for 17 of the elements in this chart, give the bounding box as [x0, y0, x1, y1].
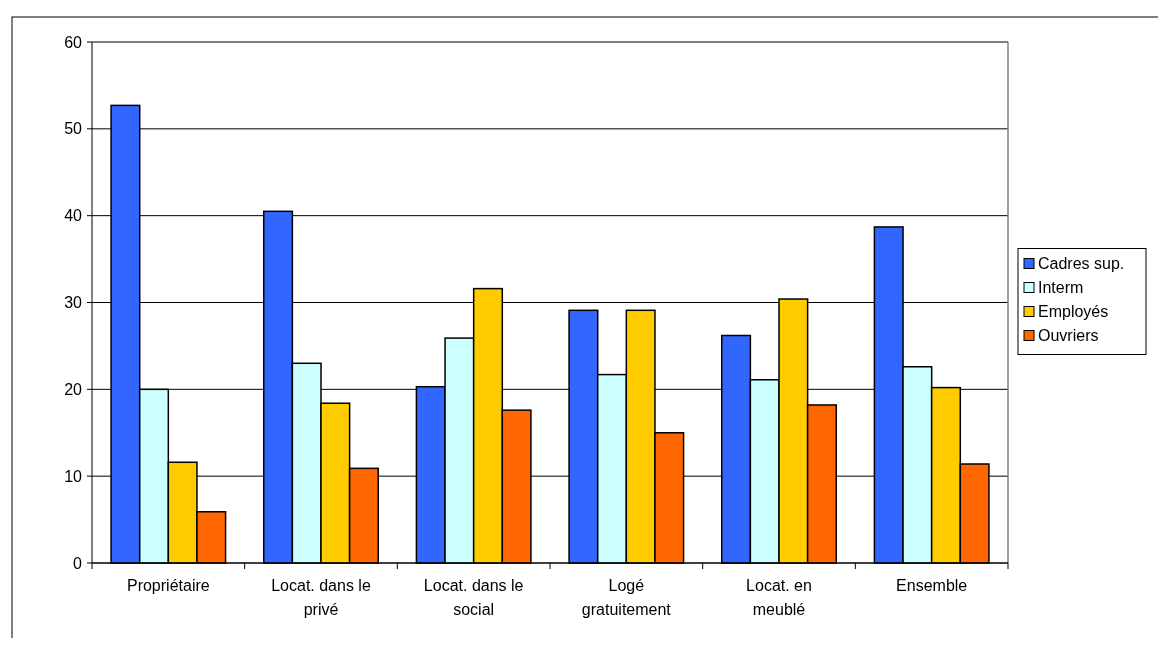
y-tick-label: 40: [64, 207, 83, 225]
legend-label: Employés: [1038, 303, 1109, 321]
y-tick-label: 30: [64, 294, 83, 312]
x-tick-label: Locat. dans le social: [423, 577, 524, 618]
y-tick-label: 0: [73, 554, 83, 572]
y-tick-label: 60: [64, 33, 83, 51]
x-tick-label: Ensemble: [896, 577, 968, 594]
legend-label: Cadres sup.: [1038, 255, 1125, 273]
legend-label: Ouvriers: [1038, 327, 1099, 345]
y-tick-label: 50: [64, 120, 83, 138]
x-tick-label: Locat. dans le privé: [271, 577, 371, 618]
x-tick-label: Locat. en meublé: [746, 577, 812, 618]
x-tick-label: Logé gratuitement: [581, 577, 672, 618]
y-tick-label: 10: [64, 467, 83, 485]
y-tick-label: 20: [64, 380, 83, 398]
legend-label: Interm: [1038, 279, 1084, 297]
x-tick-label: Propriétaire: [126, 577, 210, 594]
